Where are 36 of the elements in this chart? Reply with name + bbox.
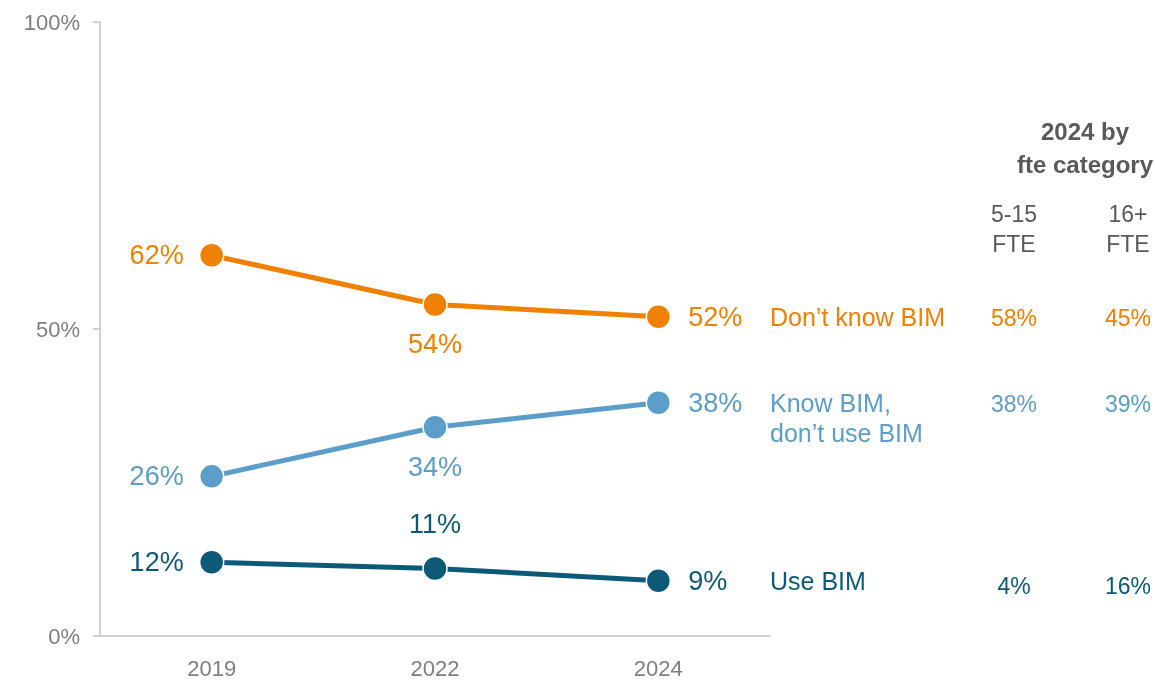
text: 26% (129, 461, 184, 492)
x-tick-label: 2022 (410, 656, 460, 681)
text: 12% (129, 547, 184, 578)
text: 5-15 FTE (990, 201, 1038, 257)
text: 34% (407, 452, 463, 483)
point (645, 389, 672, 416)
text: 16+ FTE (1106, 201, 1150, 257)
point (422, 414, 448, 440)
y-tick-label: 50% (35, 317, 80, 342)
x-tick-label: 2024 (633, 656, 683, 681)
series-label: Don’t know BIM (770, 302, 946, 331)
point (198, 242, 225, 269)
text: 38% (990, 390, 1038, 417)
point (198, 463, 225, 490)
point (422, 291, 448, 318)
text: 38% (688, 387, 743, 418)
point (198, 549, 225, 576)
y-tick-label: 100% (23, 10, 80, 35)
text: 11% (408, 509, 462, 540)
point (645, 567, 672, 594)
text: 52% (688, 301, 743, 332)
text: 62% (129, 240, 184, 271)
text: 9% (688, 565, 728, 596)
point (645, 303, 672, 330)
text: 54% (407, 329, 463, 360)
text: 4% (997, 572, 1031, 599)
point (422, 555, 448, 582)
series-label: Use BIM (770, 566, 866, 595)
text: 2024 by fte category (1016, 118, 1154, 178)
series-label: Know BIM, don’t use BIM (770, 388, 923, 447)
y-tick-label: 0% (48, 624, 80, 649)
text: 58% (990, 304, 1038, 331)
text: 16% (1104, 572, 1152, 599)
text: 45% (1104, 304, 1152, 331)
text: 39% (1104, 390, 1152, 417)
x-tick-label: 2019 (187, 656, 237, 681)
